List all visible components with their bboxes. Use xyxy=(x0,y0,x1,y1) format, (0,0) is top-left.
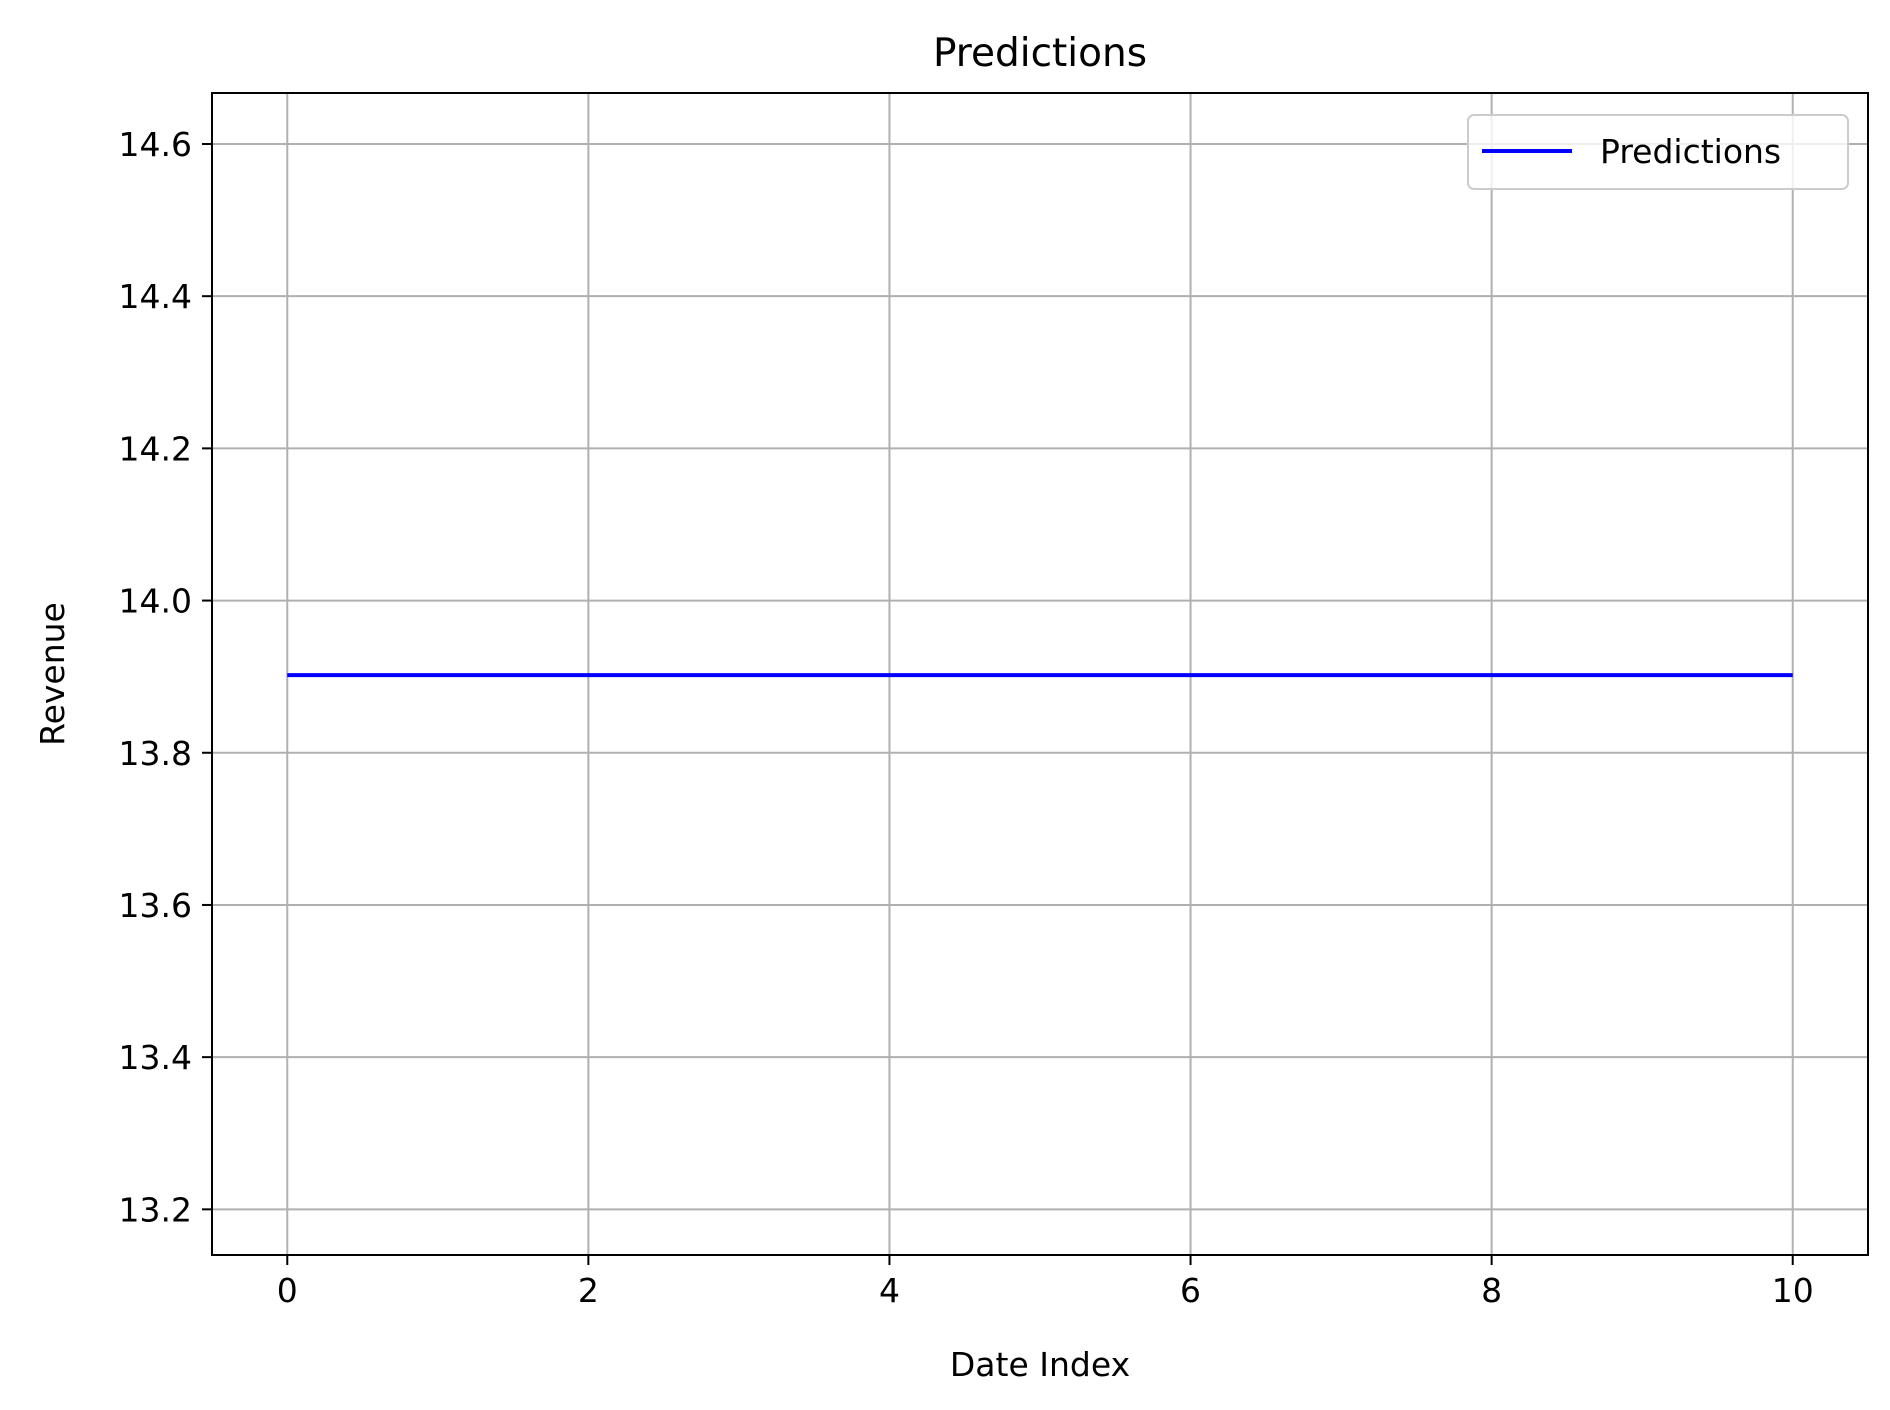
y-tick-label: 13.8 xyxy=(119,734,192,773)
y-tick-label: 13.2 xyxy=(119,1190,192,1229)
x-tick-label: 0 xyxy=(277,1271,298,1310)
legend-box xyxy=(1467,114,1849,190)
x-tick-label: 8 xyxy=(1481,1271,1502,1310)
y-axis-ticks: 13.2 13.4 13.6 13.8 14.0 14.2 14.4 14.6 xyxy=(119,125,212,1229)
legend-label-predictions: Predictions xyxy=(1600,132,1781,171)
y-tick-label: 14.0 xyxy=(119,582,192,621)
x-tick-label: 2 xyxy=(578,1271,599,1310)
y-tick-label: 14.6 xyxy=(119,125,192,164)
plot-area-frame xyxy=(211,92,1869,1256)
x-tick-label: 4 xyxy=(879,1271,900,1310)
y-axis-label: Revenue xyxy=(33,602,72,746)
y-tick-label: 14.4 xyxy=(119,277,192,316)
x-axis-ticks: 0 2 4 6 8 10 xyxy=(277,1255,1814,1310)
y-tick-label: 13.6 xyxy=(119,886,192,925)
x-tick-label: 6 xyxy=(1180,1271,1201,1310)
x-axis-label: Date Index xyxy=(950,1345,1130,1384)
x-tick-label: 10 xyxy=(1772,1271,1814,1310)
y-tick-label: 13.4 xyxy=(119,1038,192,1077)
y-tick-label: 14.2 xyxy=(119,429,192,468)
chart-title: Predictions xyxy=(933,31,1147,76)
legend: Predictions xyxy=(1467,114,1849,190)
